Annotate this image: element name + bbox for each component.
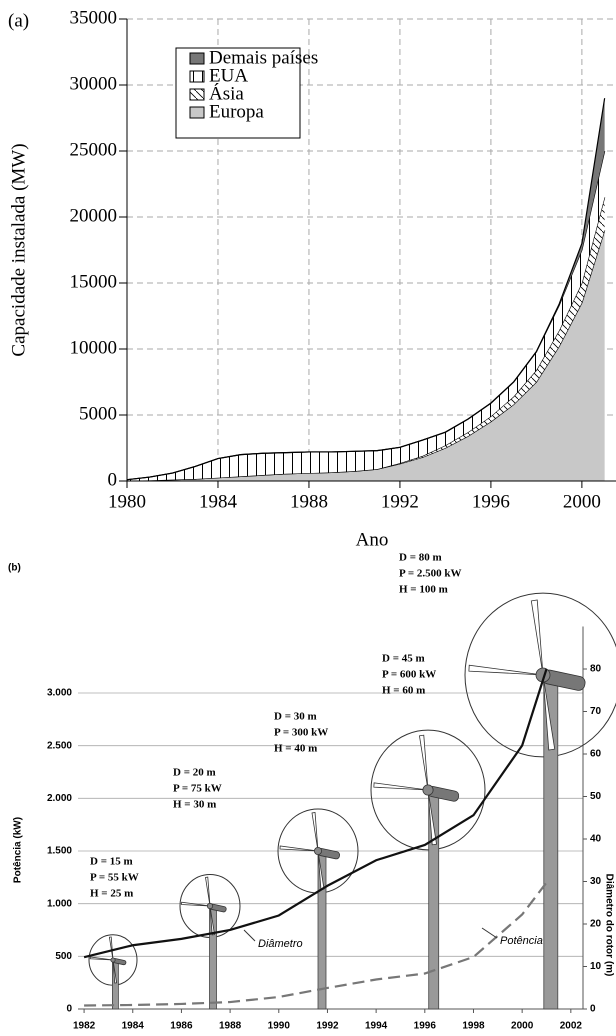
legend-label: Europa: [209, 101, 264, 122]
annotation: H = 100 m: [399, 584, 448, 596]
annotation: H = 30 m: [173, 799, 216, 811]
annotation: P = 2.500 kW: [399, 568, 462, 580]
y-tick-label: 1.500: [47, 846, 72, 857]
y2-tick-label: 10: [590, 961, 602, 972]
hub: [111, 958, 115, 962]
blade: [469, 665, 543, 675]
y2-tick-label: 40: [590, 834, 602, 845]
x-tick-label: 1994: [365, 1021, 388, 1032]
x-tick-label: 1996: [414, 1021, 437, 1032]
x-tick-label: 1992: [381, 491, 419, 512]
annotation: D = 20 m: [173, 767, 216, 779]
y2-tick-label: 30: [590, 876, 602, 887]
y-tick-label: 35000: [70, 7, 118, 28]
annotation: H = 60 m: [382, 685, 425, 697]
y-tick-label: 3.000: [47, 688, 72, 699]
annotation: P = 600 kW: [382, 669, 436, 681]
annotation: P = 300 kW: [274, 727, 328, 739]
blade: [206, 877, 211, 906]
y2-tick-label: 20: [590, 919, 602, 930]
annotation: D = 15 m: [90, 856, 133, 868]
legend-swatch: [190, 71, 204, 82]
x-tick-label: 1992: [316, 1021, 339, 1032]
panel-label: (a): [8, 10, 29, 31]
blade: [419, 735, 428, 790]
x-tick-label: 1980: [108, 491, 146, 512]
y-tick-label: 10000: [70, 337, 118, 358]
y2-tick-label: 60: [590, 749, 602, 760]
hub: [314, 847, 321, 854]
y-tick-label: 1.000: [47, 898, 72, 909]
tower: [210, 906, 217, 1009]
x-tick-label: 1984: [199, 491, 238, 512]
annotation: D = 30 m: [274, 711, 317, 723]
line: [84, 883, 546, 1006]
x-tick-label: 1984: [122, 1021, 145, 1032]
hub: [207, 903, 212, 908]
y-tick-label: 20000: [70, 205, 118, 226]
legend-swatch: [190, 107, 204, 118]
annotation: D = 80 m: [399, 552, 442, 564]
legend-swatch: [190, 53, 204, 64]
x-tick-label: 1982: [73, 1021, 96, 1032]
line-label: Potência: [500, 935, 543, 947]
x-tick-label: 2000: [563, 491, 601, 512]
y-axis-label: Potência (kW): [13, 817, 24, 883]
y-tick-label: 2.500: [47, 740, 72, 751]
x-tick-label: 2002: [560, 1021, 583, 1032]
blade: [374, 783, 428, 790]
y2-tick-label: 50: [590, 791, 602, 802]
legend-swatch: [190, 89, 204, 100]
y-tick-label: 15000: [70, 271, 118, 292]
leader: [482, 928, 497, 938]
y-tick-label: 5000: [79, 403, 117, 424]
annotation: H = 40 m: [274, 743, 317, 755]
y-tick-label: 500: [55, 951, 72, 962]
panel-label: (b): [8, 563, 21, 574]
y-tick-label: 0: [66, 1004, 72, 1015]
hub: [423, 785, 433, 795]
figure: (a)0500010000150002000025000300003500019…: [0, 0, 616, 1036]
x-tick-label: 1986: [170, 1021, 193, 1032]
annotation: P = 55 kW: [90, 872, 139, 884]
x-axis-label: Ano: [356, 529, 389, 550]
blade: [90, 957, 113, 960]
x-tick-label: 1996: [472, 491, 510, 512]
x-tick-label: 1990: [268, 1021, 291, 1032]
y2-tick-label: 70: [590, 706, 602, 717]
y-tick-label: 0: [108, 469, 118, 490]
leader: [244, 930, 255, 941]
x-tick-label: 1988: [290, 491, 328, 512]
blade: [531, 600, 543, 675]
page: (a)0500010000150002000025000300003500019…: [0, 0, 616, 1036]
chart-a: (a) 0 5000 10000 15000 20000 25000 30000 35000 19…: [8, 7, 616, 550]
x-tick-label: 1998: [462, 1021, 485, 1032]
chart-b: (b) 0 500 1.000 1.500 2.000 2.500 3.000 0 10 20 30 4…: [8, 552, 616, 1032]
blade: [182, 902, 211, 906]
y2-tick-label: 0: [590, 1004, 596, 1015]
annotation: P = 75 kW: [173, 783, 222, 795]
blade: [280, 846, 318, 851]
y-tick-label: 30000: [70, 73, 118, 94]
y2-axis-label: Diâmetro do rotor (m): [603, 874, 614, 977]
y-axis-label: Capacidade instalada (MW): [8, 143, 29, 356]
y-tick-label: 25000: [70, 139, 118, 160]
blade: [312, 813, 318, 851]
annotation: H = 25 m: [90, 888, 133, 900]
x-tick-label: 2000: [511, 1021, 534, 1032]
y2-tick-label: 80: [590, 664, 602, 675]
annotation: D = 45 m: [382, 653, 425, 665]
x-tick-label: 1988: [219, 1021, 242, 1032]
y-tick-label: 2.000: [47, 793, 72, 804]
line-label: Diâmetro: [258, 938, 303, 950]
